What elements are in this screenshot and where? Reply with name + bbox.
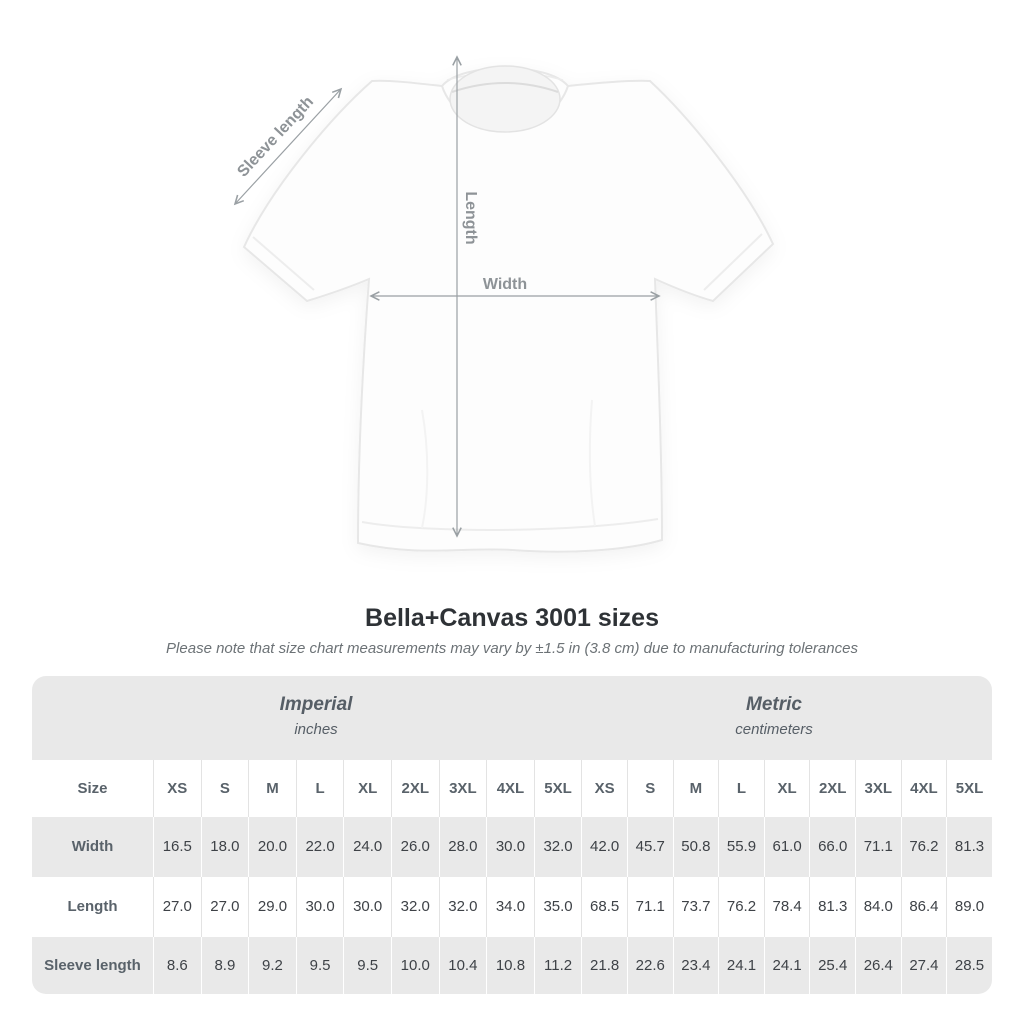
table-cell: 9.5 [295,936,344,994]
tshirt-illustration [242,65,775,553]
row-label: Width [32,816,153,877]
table-cell: 20.0 [248,816,296,877]
column-header: L [295,759,344,817]
column-header: 3XL [855,759,901,817]
table-cell: 81.3 [809,876,855,937]
size-table: Imperial inches Metric centimeters Size … [32,675,992,994]
table-cell: 71.1 [855,816,901,877]
table-cell: 8.9 [200,936,249,994]
tolerance-note: Please note that size chart measurements… [166,639,858,657]
table-cell: 32.0 [438,876,487,937]
table-cell: 18.0 [200,816,249,877]
metric-group-header: Metric centimeters [735,676,813,760]
row-label: Length [32,876,153,937]
table-cell: 8.6 [153,936,201,994]
table-cell: 81.3 [946,816,992,877]
size-header: Size [32,759,153,817]
metric-unit: centimeters [735,720,813,738]
column-header: M [248,759,296,817]
imperial-label: Imperial [279,693,353,715]
table-cell: 89.0 [946,876,992,937]
table-cell: 76.2 [900,816,947,877]
table-cell: 26.0 [390,816,439,877]
table-cell: 73.7 [672,876,719,937]
column-header: 2XL [390,759,439,817]
column-header: 3XL [438,759,487,817]
table-cell: 45.7 [626,816,673,877]
table-cell: 32.0 [533,816,582,877]
table-cell: 32.0 [390,876,439,937]
column-header: 4XL [900,759,947,817]
table-cell: 28.5 [946,936,992,994]
column-header: 5XL [533,759,582,817]
table-cell: 22.6 [626,936,673,994]
table-cell: 10.4 [438,936,487,994]
table-cell: 55.9 [718,816,764,877]
table-cell: 27.0 [153,876,201,937]
column-header: 5XL [946,759,992,817]
table-cell: 26.4 [855,936,901,994]
table-cell: 78.4 [763,876,810,937]
column-header: XS [153,759,201,817]
row-label: Sleeve length [32,936,153,994]
column-header: S [200,759,249,817]
table-cell: 21.8 [581,936,627,994]
table-cell: 28.0 [438,816,487,877]
page-title: Bella+Canvas 3001 sizes [365,604,659,632]
column-header: L [718,759,764,817]
table-cell: 24.1 [718,936,764,994]
imperial-group-header: Imperial inches [280,676,353,760]
column-header: S [626,759,673,817]
table-cell: 61.0 [763,816,810,877]
table-cell: 16.5 [153,816,201,877]
length-label: Length [462,191,479,244]
table-cell: 27.0 [200,876,249,937]
table-cell: 27.4 [900,936,947,994]
table-cell: 35.0 [533,876,582,937]
table-cell: 23.4 [672,936,719,994]
table-cell: 9.5 [343,936,391,994]
table-cell: 66.0 [809,816,855,877]
width-label: Width [483,276,527,293]
table-cell: 50.8 [672,816,719,877]
table-cell: 24.0 [343,816,391,877]
imperial-unit: inches [294,720,338,738]
metric-label: Metric [746,693,802,715]
table-cell: 30.0 [295,876,344,937]
table-cell: 86.4 [900,876,947,937]
table-cell: 10.0 [390,936,439,994]
sleeve-length-arrow [233,87,343,206]
table-cell: 76.2 [718,876,764,937]
tshirt-diagram-svg: Length Width Sleeve length [233,55,775,553]
table-cell: 30.0 [486,816,534,877]
measurement-annotations [233,55,661,538]
column-header: XL [343,759,391,817]
table-cell: 71.1 [626,876,673,937]
table-cell: 42.0 [581,816,627,877]
column-header: M [672,759,719,817]
unit-header-band: Imperial inches Metric centimeters [32,675,992,760]
table-cell: 9.2 [248,936,296,994]
tshirt-diagram: Length Width Sleeve length [233,55,775,553]
table-cell: 10.8 [486,936,534,994]
table-cell: 25.4 [809,936,855,994]
column-header: 4XL [486,759,534,817]
table-cell: 22.0 [295,816,344,877]
column-header: XL [763,759,810,817]
column-header: 2XL [809,759,855,817]
table-cell: 29.0 [248,876,296,937]
column-header: XS [581,759,627,817]
table-cell: 30.0 [343,876,391,937]
table-cell: 34.0 [486,876,534,937]
table-cell: 84.0 [855,876,901,937]
table-cell: 24.1 [763,936,810,994]
table-cell: 11.2 [533,936,582,994]
table-cell: 68.5 [581,876,627,937]
